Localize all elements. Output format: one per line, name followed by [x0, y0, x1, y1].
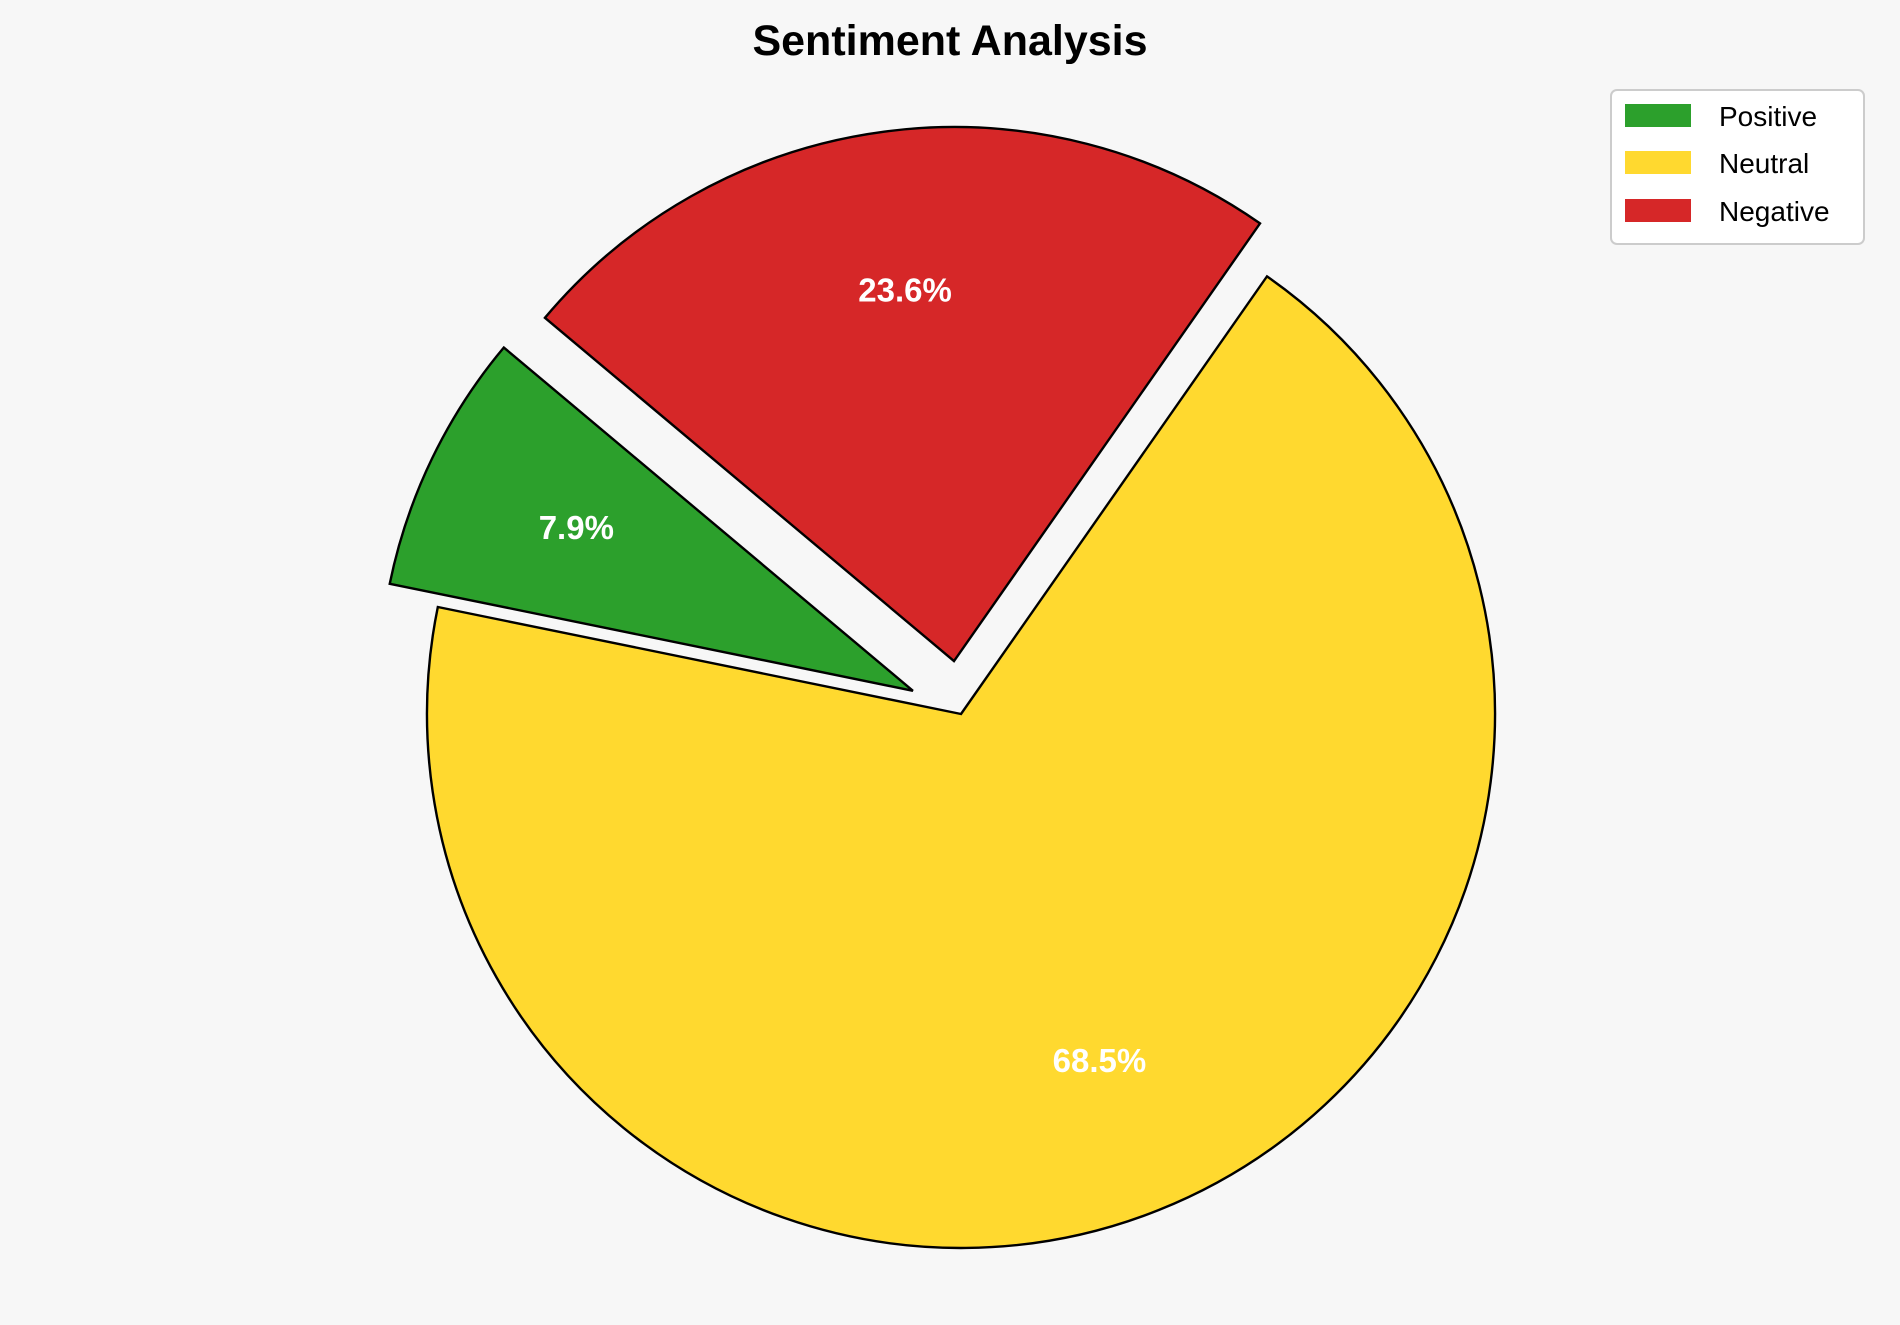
chart-title: Sentiment Analysis — [752, 17, 1147, 65]
legend-label-neutral: Neutral — [1719, 148, 1809, 179]
legend-swatch-negative — [1625, 199, 1691, 222]
slice-label-negative: 23.6% — [858, 271, 952, 308]
slice-label-neutral: 68.5% — [1053, 1042, 1147, 1079]
legend-label-positive: Positive — [1719, 101, 1817, 132]
legend-swatch-positive — [1625, 104, 1691, 127]
legend: Positive Neutral Negative — [1610, 89, 1865, 245]
legend-label-negative: Negative — [1719, 196, 1830, 227]
legend-swatch-neutral — [1625, 151, 1691, 174]
pie-slice-neutral — [425, 274, 1497, 1250]
pie-slice-negative — [543, 125, 1262, 663]
pie-slice-positive — [388, 345, 914, 692]
slice-label-positive: 7.9% — [539, 509, 614, 546]
